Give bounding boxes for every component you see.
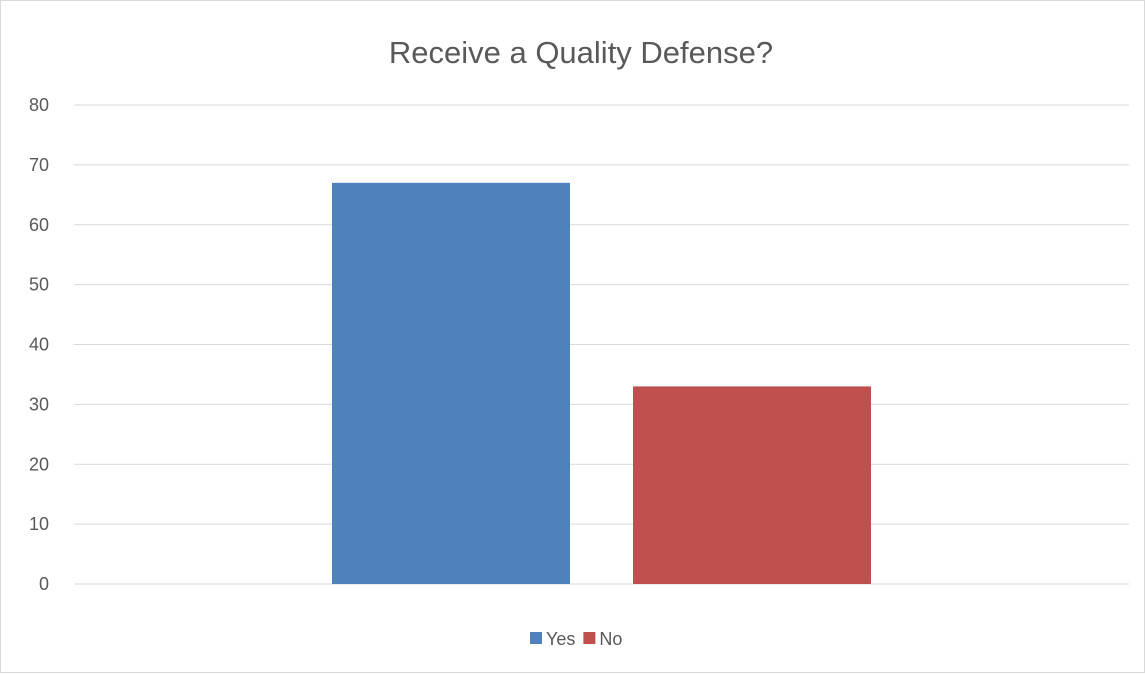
y-tick-label: 20 [29, 454, 49, 474]
bar-yes [332, 182, 570, 584]
y-axis-tick-labels: 0 10 20 30 40 50 60 70 80 [29, 95, 49, 594]
y-tick-label: 30 [29, 394, 49, 414]
legend: Yes No [530, 629, 622, 649]
legend-swatch-no [583, 632, 596, 644]
legend-label-yes: Yes [546, 629, 575, 649]
y-tick-label: 40 [29, 335, 49, 355]
y-tick-label: 60 [29, 215, 49, 235]
legend-label-no: No [599, 629, 622, 649]
y-tick-label: 0 [39, 574, 49, 594]
y-tick-label: 70 [29, 155, 49, 175]
bar-no [633, 386, 871, 584]
gridlines [74, 104, 1129, 585]
legend-swatch-yes [530, 632, 542, 644]
bars [332, 182, 871, 584]
chart-title: Receive a Quality Defense? [389, 35, 773, 70]
y-tick-label: 50 [29, 275, 49, 295]
y-tick-label: 10 [29, 514, 49, 534]
y-tick-label: 80 [29, 95, 49, 115]
